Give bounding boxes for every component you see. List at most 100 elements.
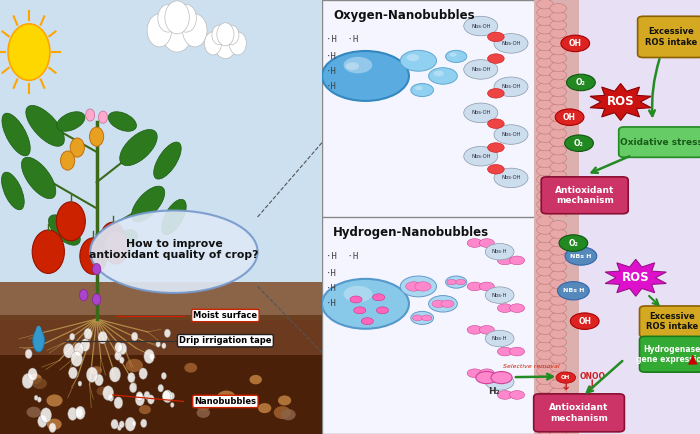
Circle shape [41,408,52,423]
Circle shape [86,367,98,382]
Text: Nbs·OH: Nbs·OH [471,110,491,115]
Circle shape [550,196,566,205]
Circle shape [344,286,372,302]
Circle shape [104,231,128,264]
Ellipse shape [27,407,41,418]
Circle shape [150,354,154,360]
Text: Selective removal: Selective removal [503,364,560,369]
Circle shape [550,187,566,197]
Ellipse shape [90,366,102,375]
Circle shape [550,220,566,230]
Circle shape [537,383,553,393]
Text: Drip irrigation tape: Drip irrigation tape [179,336,272,345]
Circle shape [141,419,147,427]
Circle shape [537,49,553,59]
Text: Oxidative stress: Oxidative stress [620,138,700,147]
Ellipse shape [139,405,151,414]
Circle shape [498,304,512,312]
Circle shape [537,133,553,142]
Circle shape [485,287,514,303]
Bar [0,0,322,282]
Circle shape [92,294,101,305]
Ellipse shape [132,186,164,222]
FancyBboxPatch shape [619,127,700,157]
Ellipse shape [32,378,47,389]
Circle shape [449,53,456,57]
Ellipse shape [220,397,234,408]
Circle shape [74,343,84,355]
Circle shape [144,349,155,364]
Circle shape [537,400,553,410]
Ellipse shape [48,215,80,245]
Text: ·H: ·H [326,67,337,76]
Circle shape [212,25,226,45]
Circle shape [537,116,553,126]
Circle shape [537,150,553,159]
Circle shape [467,239,482,247]
Ellipse shape [108,112,136,132]
Circle shape [109,367,120,382]
Circle shape [485,330,514,347]
Circle shape [162,343,166,349]
Circle shape [537,367,553,376]
Circle shape [111,419,118,429]
Circle shape [565,247,597,265]
Text: ROS: ROS [622,271,650,284]
Circle shape [537,258,553,268]
Circle shape [550,329,566,339]
Text: OH: OH [561,375,570,380]
Ellipse shape [258,403,272,413]
Circle shape [550,262,566,272]
Ellipse shape [249,375,262,385]
Circle shape [510,304,524,312]
Text: How to improve
antioxidant quality of crop?: How to improve antioxidant quality of cr… [89,239,258,260]
Circle shape [537,292,553,301]
Circle shape [433,71,444,76]
Circle shape [537,8,553,17]
Circle shape [550,246,566,255]
Circle shape [537,141,553,151]
Circle shape [162,391,171,402]
Ellipse shape [47,418,62,430]
Ellipse shape [57,112,85,132]
Ellipse shape [46,395,62,407]
Text: Oxygen-Nanobubbles: Oxygen-Nanobubbles [333,9,475,22]
Circle shape [169,392,174,399]
Circle shape [537,16,553,26]
Circle shape [550,379,566,389]
FancyBboxPatch shape [640,336,700,372]
Circle shape [537,166,553,176]
Text: Nbs·OH: Nbs·OH [471,154,491,159]
Ellipse shape [2,113,30,156]
Circle shape [49,423,56,433]
Text: Nbs·OH: Nbs·OH [501,41,521,46]
Circle shape [550,204,566,214]
Circle shape [537,174,553,184]
Circle shape [56,202,85,241]
Bar [0,315,322,320]
Ellipse shape [28,374,42,384]
Circle shape [550,312,566,322]
FancyBboxPatch shape [533,394,624,432]
Circle shape [537,83,553,92]
Circle shape [537,91,553,101]
Circle shape [550,12,566,21]
Circle shape [566,74,595,91]
Circle shape [76,408,83,418]
Circle shape [485,374,514,390]
Circle shape [476,372,497,384]
Text: ·H  ·H: ·H ·H [326,252,358,260]
Circle shape [70,138,85,157]
Circle shape [25,349,32,358]
Ellipse shape [162,199,186,235]
Circle shape [550,179,566,188]
Circle shape [550,162,566,172]
Circle shape [537,99,553,109]
Text: NBs H: NBs H [570,253,592,259]
Circle shape [125,417,136,431]
Ellipse shape [26,105,64,146]
Ellipse shape [274,406,290,419]
Circle shape [118,425,122,431]
Circle shape [118,343,127,355]
Circle shape [467,282,482,291]
